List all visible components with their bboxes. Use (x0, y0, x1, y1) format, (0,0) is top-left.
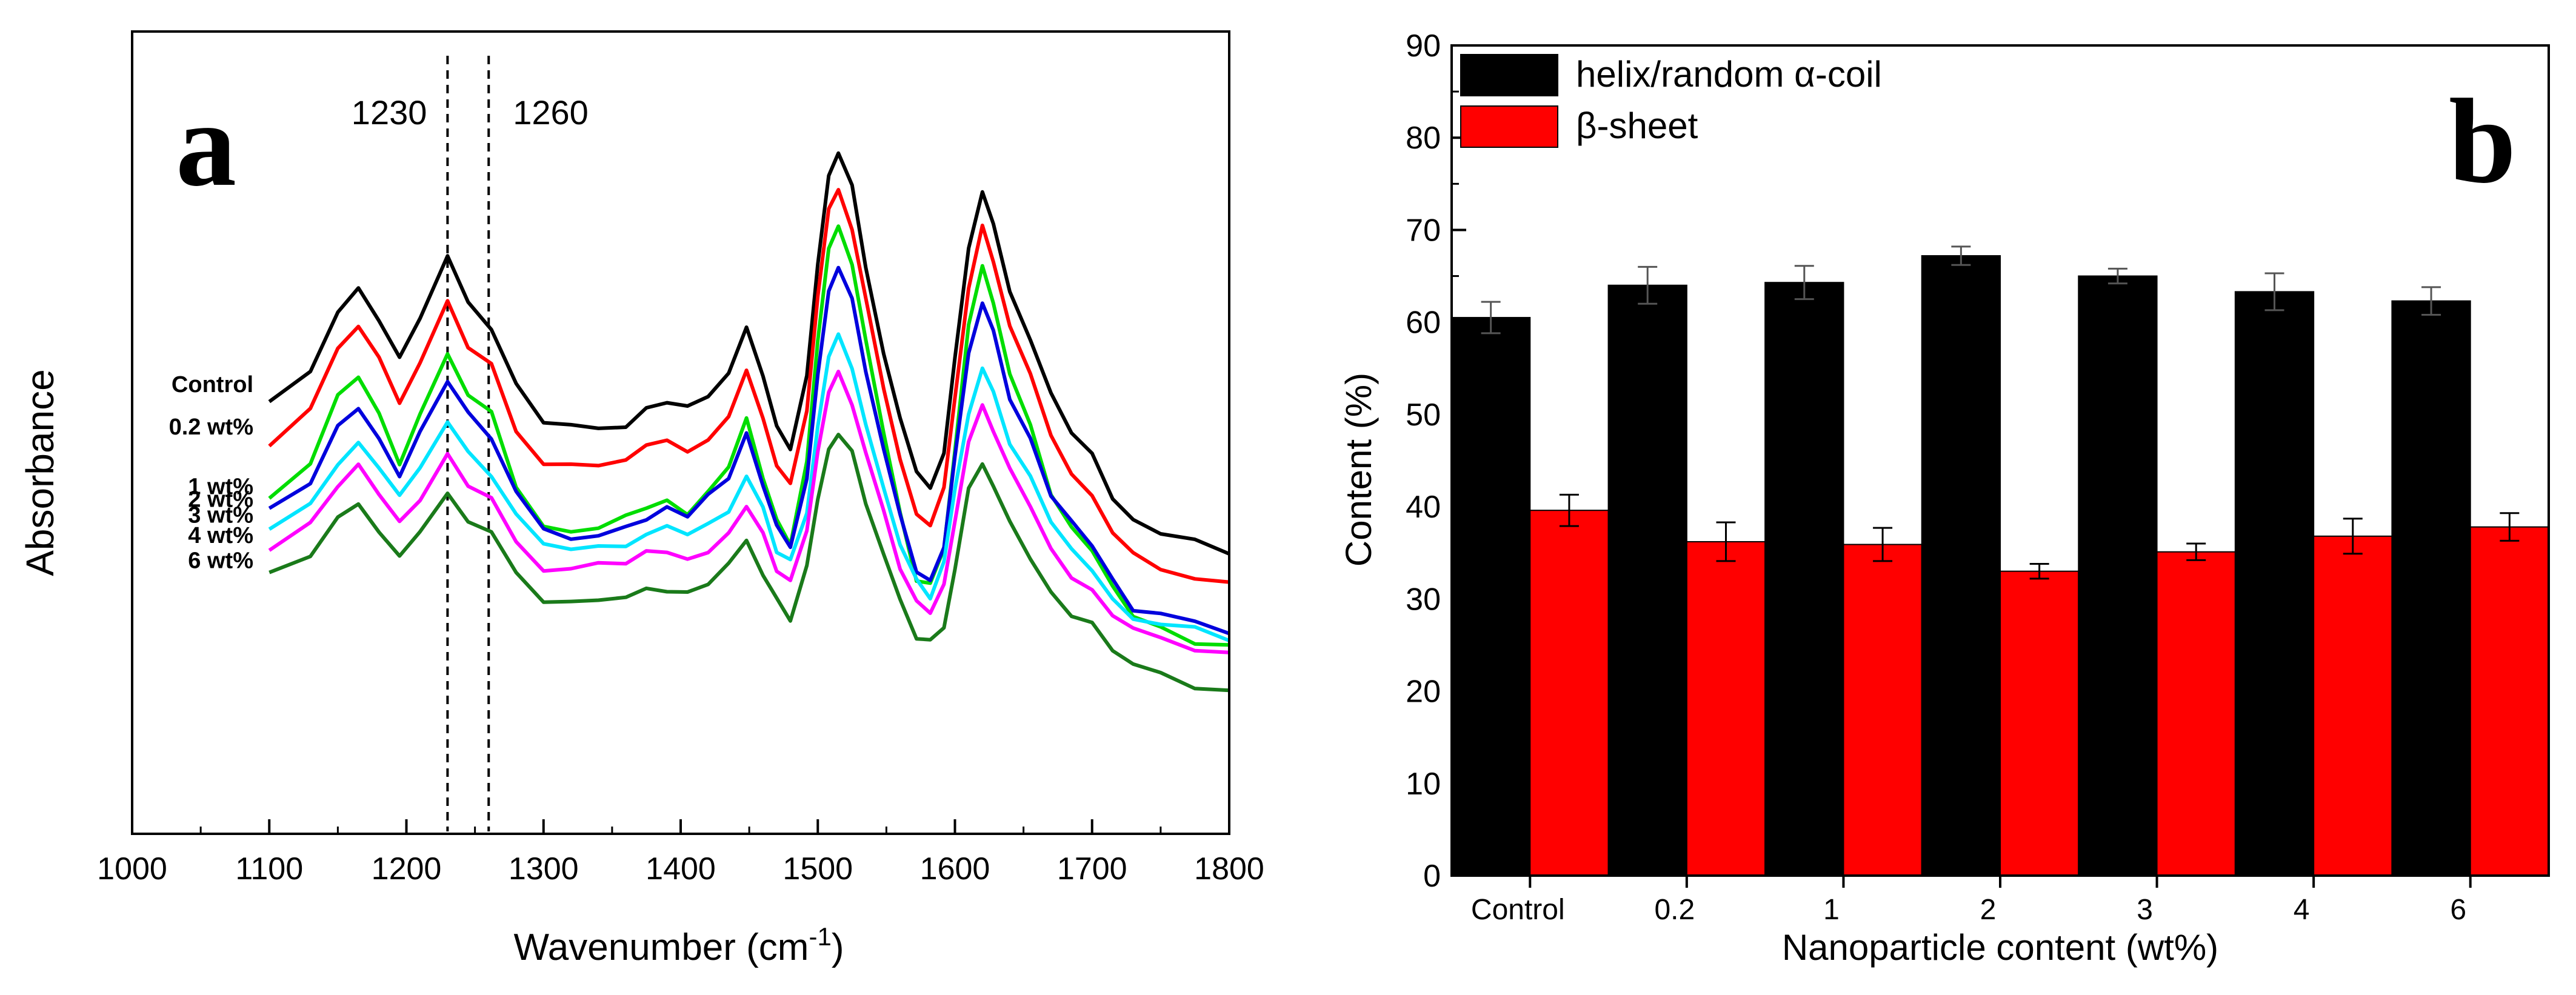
bar-helix-0.2 (1607, 284, 1687, 876)
legend-label-beta: β-sheet (1576, 105, 1698, 146)
x-tick-label-0.2: 0.2 (1654, 894, 1695, 926)
series-label-2 wt%: 2 wt% (188, 487, 253, 512)
spectra-panel: Absorbance 1230 1260 Control 0.2 wt% 1 wt%2… (18, 30, 1264, 968)
y-tick-label-30: 30 (1406, 582, 1441, 617)
spectrum-line-1 wt% (268, 224, 1230, 647)
series-label-6 wt%: 6 wt% (188, 548, 253, 574)
x-tick-label-1800: 1800 (1194, 851, 1264, 887)
y-tick-label-20: 20 (1406, 674, 1441, 710)
x-tick-label-1: 1 (1823, 894, 1840, 926)
series-label-1 wt%: 1 wt% (188, 474, 253, 500)
x-axis-ticks: 1000 1100 1200 1300 1400 1500 1600 1700 1800 (97, 819, 1264, 887)
x-tick-label-Control: Control (1471, 894, 1565, 926)
legend-swatch-helix (1460, 54, 1558, 96)
bar-beta-sheet-2 (2000, 570, 2080, 877)
y-tick-label-50: 50 (1406, 398, 1441, 433)
series-label-0.2 wt%: 0.2 wt% (169, 414, 253, 440)
bar-helix-6 (2391, 300, 2471, 876)
panel-letter-b: b (2449, 75, 2516, 208)
y-tick-label-60: 60 (1406, 305, 1441, 341)
reference-label-1230: 1230 (352, 93, 427, 131)
spectrum-line-6 wt% (269, 433, 1230, 693)
spectrum-line-Control (268, 151, 1230, 556)
spectrum-line-4 wt% (268, 370, 1230, 654)
series-label-4 wt%: 4 wt% (188, 523, 253, 548)
plot-frame (131, 30, 1230, 835)
reference-lines: 1230 1260 (352, 56, 589, 831)
bar-helix-1 (1764, 282, 1844, 876)
x-tick-label-1000: 1000 (97, 851, 167, 887)
bar-helix-2 (1921, 255, 2001, 877)
x-tick-label-1300: 1300 (509, 851, 579, 887)
series-labels: Control 0.2 wt% 1 wt%2 wt%3 wt%4 wt%6 wt% (169, 372, 253, 574)
x-axis-label-main: Wavenumber (cm (514, 927, 809, 968)
x-tick-label-1200: 1200 (372, 851, 442, 887)
spectrum-line-0.2 wt% (268, 188, 1230, 584)
error-bars (1481, 245, 2520, 580)
reference-label-1260: 1260 (513, 93, 589, 131)
legend-label-helix: helix/random α-coil (1576, 54, 1882, 95)
bar-beta-sheet-Control (1529, 510, 1609, 876)
x-tick-label-4: 4 (2294, 894, 2310, 926)
y-axis-label: Content (%) (1338, 373, 1379, 567)
y-tick-label-0: 0 (1423, 859, 1441, 894)
x-tick-label-1100: 1100 (235, 851, 303, 887)
spectra-lines (268, 151, 1230, 693)
spectrum-line-2 wt% (268, 265, 1230, 636)
panel-letter-a: a (176, 78, 236, 211)
bars (1451, 255, 2550, 877)
x-axis-label: Wavenumber (cm-1) (514, 922, 844, 968)
bar-helix-Control (1451, 317, 1531, 876)
x-tick-label-2: 2 (1980, 894, 1997, 926)
x-tick-label-3: 3 (2137, 894, 2153, 926)
bar-beta-sheet-6 (2469, 526, 2550, 876)
bar-helix-3 (2078, 275, 2158, 876)
bar-beta-sheet-1 (1843, 544, 1923, 876)
x-axis-label-close: ) (832, 927, 844, 968)
spectrum-line-3 wt% (268, 332, 1230, 642)
y-tick-label-40: 40 (1406, 490, 1441, 525)
bar-beta-sheet-4 (2313, 535, 2393, 876)
series-label-3 wt%: 3 wt% (188, 502, 253, 528)
legend-swatch-beta (1460, 105, 1558, 148)
y-tick-label-10: 10 (1406, 767, 1441, 802)
x-axis-ticks: Control 0.2 1 2 3 4 6 (1471, 876, 2472, 926)
y-tick-label-90: 90 (1406, 28, 1441, 64)
bar-panel: Content (%) 0 10 20 30 40 50 60 70 80 90 Control 0… (1338, 28, 2550, 968)
bar-beta-sheet-3 (2156, 551, 2236, 876)
x-tick-label-1600: 1600 (920, 851, 990, 887)
y-axis-label: Absorbance (18, 369, 62, 576)
bar-beta-sheet-0.2 (1686, 541, 1766, 876)
x-tick-label-1500: 1500 (782, 851, 853, 887)
x-axis-label-superscript: -1 (809, 922, 831, 951)
x-tick-label-1400: 1400 (646, 851, 716, 887)
y-tick-label-80: 80 (1406, 121, 1441, 156)
bar-helix-4 (2234, 291, 2315, 876)
y-tick-label-70: 70 (1406, 213, 1441, 248)
x-tick-label-1700: 1700 (1057, 851, 1127, 887)
legend: helix/random α-coil β-sheet (1460, 54, 1882, 148)
x-axis-label: Nanoparticle content (wt%) (1782, 927, 2218, 968)
series-label-Control: Control (172, 372, 253, 398)
x-tick-label-6: 6 (2450, 894, 2466, 926)
